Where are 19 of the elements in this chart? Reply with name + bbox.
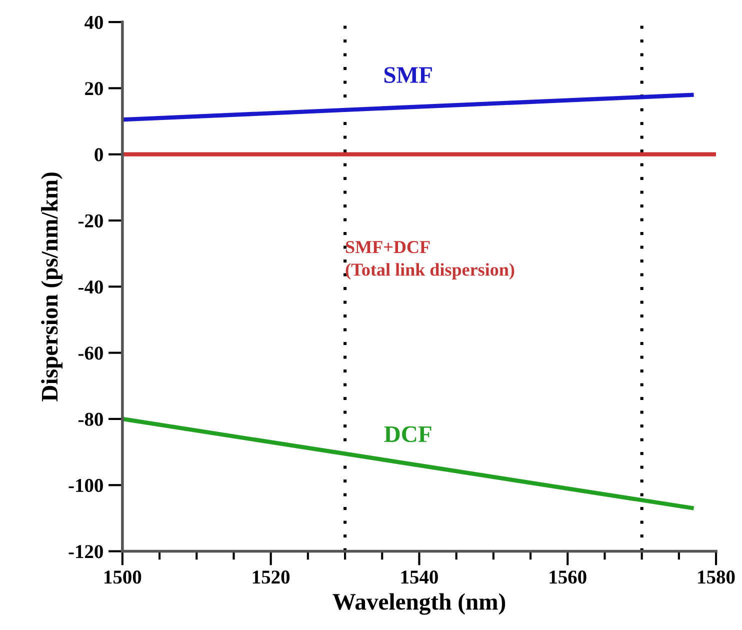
y-tick-label: -20 bbox=[78, 214, 103, 228]
y-tick-label: -40 bbox=[78, 280, 103, 294]
y-tick-label: -80 bbox=[78, 412, 103, 426]
y-tick-label: 20 bbox=[85, 82, 103, 96]
x-tick-label: 1540 bbox=[401, 570, 438, 584]
x-axis-title: Wavelength (nm) bbox=[332, 593, 506, 615]
y-tick-label: 40 bbox=[84, 16, 103, 29]
series-label: SMF bbox=[384, 67, 432, 83]
series-label: DCF bbox=[384, 426, 432, 442]
x-tick-label: 1520 bbox=[252, 570, 290, 584]
text: SMF+DCF (Total link dispersion) bbox=[346, 241, 514, 280]
y-tick-label: -100 bbox=[68, 478, 103, 492]
x-tick-label: 1500 bbox=[104, 570, 142, 584]
y-tick-label: -60 bbox=[78, 346, 103, 360]
y-axis-title: Dispersion (ps/nm/km) bbox=[41, 172, 62, 402]
y-tick-label: -120 bbox=[68, 545, 103, 558]
x-tick-label: 1580 bbox=[698, 570, 735, 584]
x-tick-label: 1560 bbox=[550, 570, 586, 584]
y-tick-label: 0 bbox=[94, 148, 103, 162]
